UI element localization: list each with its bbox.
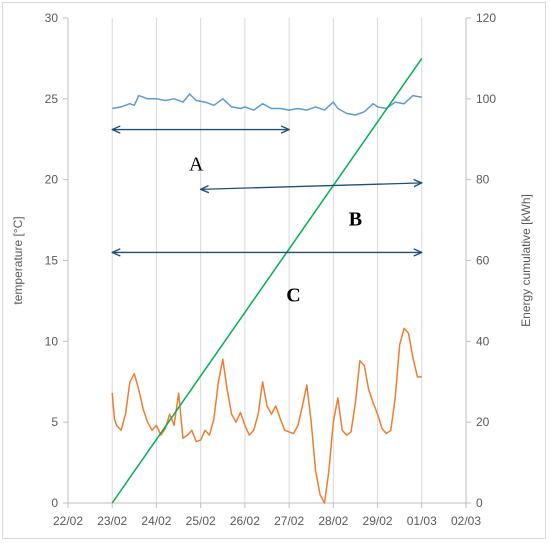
cumulative-energy-line	[111, 57, 423, 504]
period-label-a: A	[189, 154, 204, 176]
axes	[63, 17, 471, 508]
gridlines	[67, 18, 467, 503]
y-left-tick-label: 30	[45, 11, 59, 25]
y-right-tick-label: 20	[476, 415, 490, 429]
x-tick-label: 25/02	[186, 514, 216, 528]
x-tick-label: 23/02	[97, 514, 127, 528]
y-right-tick-label: 60	[476, 254, 490, 268]
x-tick-label: 02/03	[451, 514, 481, 528]
x-tick-label: 29/02	[363, 514, 393, 528]
y-axis-right-title: Energy cumulative [kWh]	[519, 194, 533, 327]
y-right-tick-label: 0	[476, 496, 483, 510]
y-right-tick-label: 120	[476, 11, 496, 25]
y-left-tick-label: 20	[45, 173, 59, 187]
period-label-c: C	[286, 284, 300, 306]
room-temperature-line	[112, 93, 422, 116]
period-arrow-b	[201, 183, 422, 189]
x-tick-label: 28/02	[318, 514, 348, 528]
y-left-tick-label: 25	[45, 92, 59, 106]
annotations: A B C	[112, 130, 422, 306]
y-right-tick-label: 80	[476, 173, 490, 187]
tick-labels: 22/02 23/02 24/02 25/02 26/02 27/02 28/02 29/02…	[45, 11, 497, 528]
outdoor-temperature-line	[111, 327, 422, 504]
period-label-b: B	[349, 208, 362, 230]
x-tick-label: 22/02	[53, 514, 83, 528]
y-left-tick-label: 10	[45, 334, 59, 348]
x-tick-label: 26/02	[230, 514, 260, 528]
y-right-tick-label: 100	[476, 92, 496, 106]
y-left-tick-label: 0	[51, 496, 58, 510]
x-tick-label: 01/03	[407, 514, 437, 528]
series	[111, 57, 423, 504]
y-right-tick-label: 40	[476, 334, 490, 348]
x-tick-label: 24/02	[141, 514, 171, 528]
y-left-tick-label: 15	[45, 254, 59, 268]
x-tick-label: 27/02	[274, 514, 304, 528]
y-left-tick-label: 5	[51, 415, 58, 429]
y-axis-left-title: temperature [°C]	[11, 216, 25, 304]
